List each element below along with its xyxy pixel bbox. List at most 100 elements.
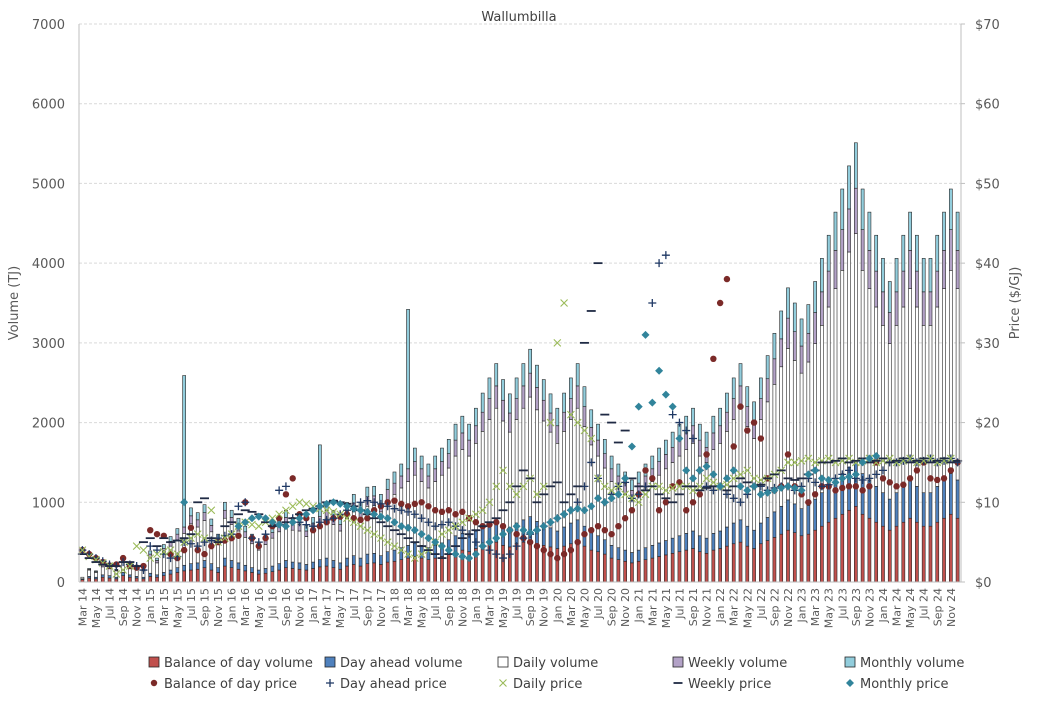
price-point — [546, 418, 555, 427]
bar-stack — [650, 455, 655, 583]
bar-stack — [759, 377, 763, 583]
bar-segment — [453, 423, 458, 441]
price-point — [315, 518, 324, 527]
price-point — [594, 474, 602, 483]
price-point — [302, 520, 311, 529]
bar-stack — [94, 570, 98, 583]
x-tick-label: Jan 22 — [714, 588, 727, 623]
x-tick-label: Jul 21 — [673, 588, 686, 620]
x-tick-label: Sep 21 — [687, 588, 700, 626]
bar-segment — [684, 432, 689, 450]
bar-segment — [942, 288, 946, 481]
bar-segment — [799, 508, 804, 537]
bar-segment — [168, 573, 173, 583]
price-point — [471, 550, 480, 559]
price-point — [499, 679, 507, 687]
price-point — [547, 550, 554, 558]
price-point — [275, 486, 284, 495]
price-point — [730, 443, 737, 450]
price-point — [668, 410, 677, 419]
price-point — [254, 512, 263, 521]
bar-segment — [813, 343, 817, 500]
bar-segment — [229, 524, 234, 561]
x-tick-label: Jan 19 — [470, 588, 483, 623]
bar-segment — [928, 291, 933, 326]
price-point — [295, 498, 304, 507]
bar-segment — [881, 525, 885, 583]
bar-segment — [738, 363, 743, 387]
bar-segment — [630, 479, 634, 491]
bar-segment — [725, 526, 729, 547]
bar-segment — [860, 188, 865, 230]
bar-segment — [501, 379, 505, 401]
bar-segment — [901, 234, 906, 272]
price-point — [438, 508, 446, 516]
x-tick-label: Sep 23 — [850, 588, 863, 626]
price-point — [370, 498, 379, 507]
price-point — [750, 474, 758, 483]
bar-stack — [290, 517, 295, 583]
bar-segment — [426, 463, 431, 477]
bar-segment — [575, 385, 580, 409]
price-point — [315, 502, 324, 511]
bar-segment — [555, 548, 560, 583]
bar-segment — [759, 522, 763, 545]
bar-segment — [182, 564, 186, 572]
bar-segment — [575, 541, 580, 583]
price-point — [200, 538, 209, 547]
price-point — [364, 515, 371, 522]
bar-segment — [446, 439, 451, 454]
bar-segment — [894, 258, 899, 293]
price-point — [438, 530, 446, 539]
bar-segment — [128, 576, 132, 583]
price-point — [493, 519, 500, 526]
price-point — [437, 520, 446, 529]
x-tick-label: Nov 17 — [375, 588, 388, 627]
bar-segment — [148, 572, 153, 577]
price-point — [411, 500, 419, 508]
bar-stack — [840, 188, 845, 583]
price-point — [817, 482, 826, 491]
bar-segment — [406, 468, 410, 482]
bar-segment — [318, 444, 322, 517]
bar-segment — [100, 576, 105, 583]
bar-segment — [419, 545, 424, 559]
price-point — [410, 554, 419, 562]
legend-item: Balance of day volume — [148, 656, 313, 671]
bar-segment — [514, 419, 519, 524]
price-point — [566, 410, 575, 419]
bar-segment — [833, 211, 838, 251]
price-point — [153, 530, 161, 538]
bar-segment — [616, 559, 621, 583]
price-point — [601, 526, 609, 534]
bar-segment — [392, 482, 397, 495]
price-point — [322, 499, 331, 508]
price-point — [689, 474, 698, 483]
bar-segment — [426, 475, 431, 489]
bar-segment — [664, 454, 668, 470]
price-point — [934, 476, 941, 484]
bar-segment — [935, 486, 940, 523]
price-point — [309, 506, 318, 515]
legend-swatch — [324, 656, 336, 668]
price-point — [404, 523, 413, 532]
bar-segment — [820, 258, 824, 293]
legend-swatch — [148, 656, 160, 668]
bar-segment — [826, 270, 831, 308]
price-point — [770, 486, 779, 495]
x-tick-label: Mar 22 — [728, 588, 741, 626]
bar-segment — [569, 522, 573, 545]
y-tick-label: 0 — [57, 576, 65, 591]
price-point — [621, 515, 629, 522]
bar-stack — [87, 568, 92, 583]
price-point — [621, 474, 630, 483]
bar-stack — [691, 407, 695, 583]
price-point — [737, 403, 744, 410]
price-point — [744, 427, 751, 434]
bar-stack — [453, 423, 458, 583]
y2-tick-label: $20 — [975, 417, 1000, 432]
bar-segment — [874, 234, 879, 272]
price-point — [201, 550, 208, 558]
price-point — [811, 491, 819, 498]
bar-segment — [501, 545, 505, 583]
